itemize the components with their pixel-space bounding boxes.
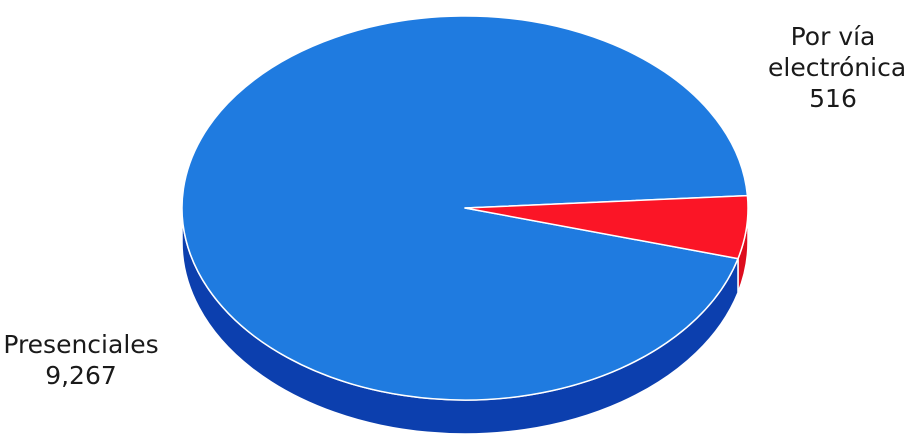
pie-slices <box>181 15 749 401</box>
label-electronica-line1: Por vía <box>790 22 876 51</box>
label-presenciales: Presenciales 9,267 <box>2 329 160 391</box>
label-por-via-electronica: Por vía electrónica 516 <box>768 21 906 114</box>
label-electronica-value: 516 <box>809 84 857 113</box>
slice-por-via-electronica <box>464 194 749 260</box>
label-electronica-line2: electrónica <box>768 53 906 82</box>
label-presenciales-line1: Presenciales <box>3 330 159 359</box>
label-presenciales-value: 9,267 <box>45 361 117 390</box>
